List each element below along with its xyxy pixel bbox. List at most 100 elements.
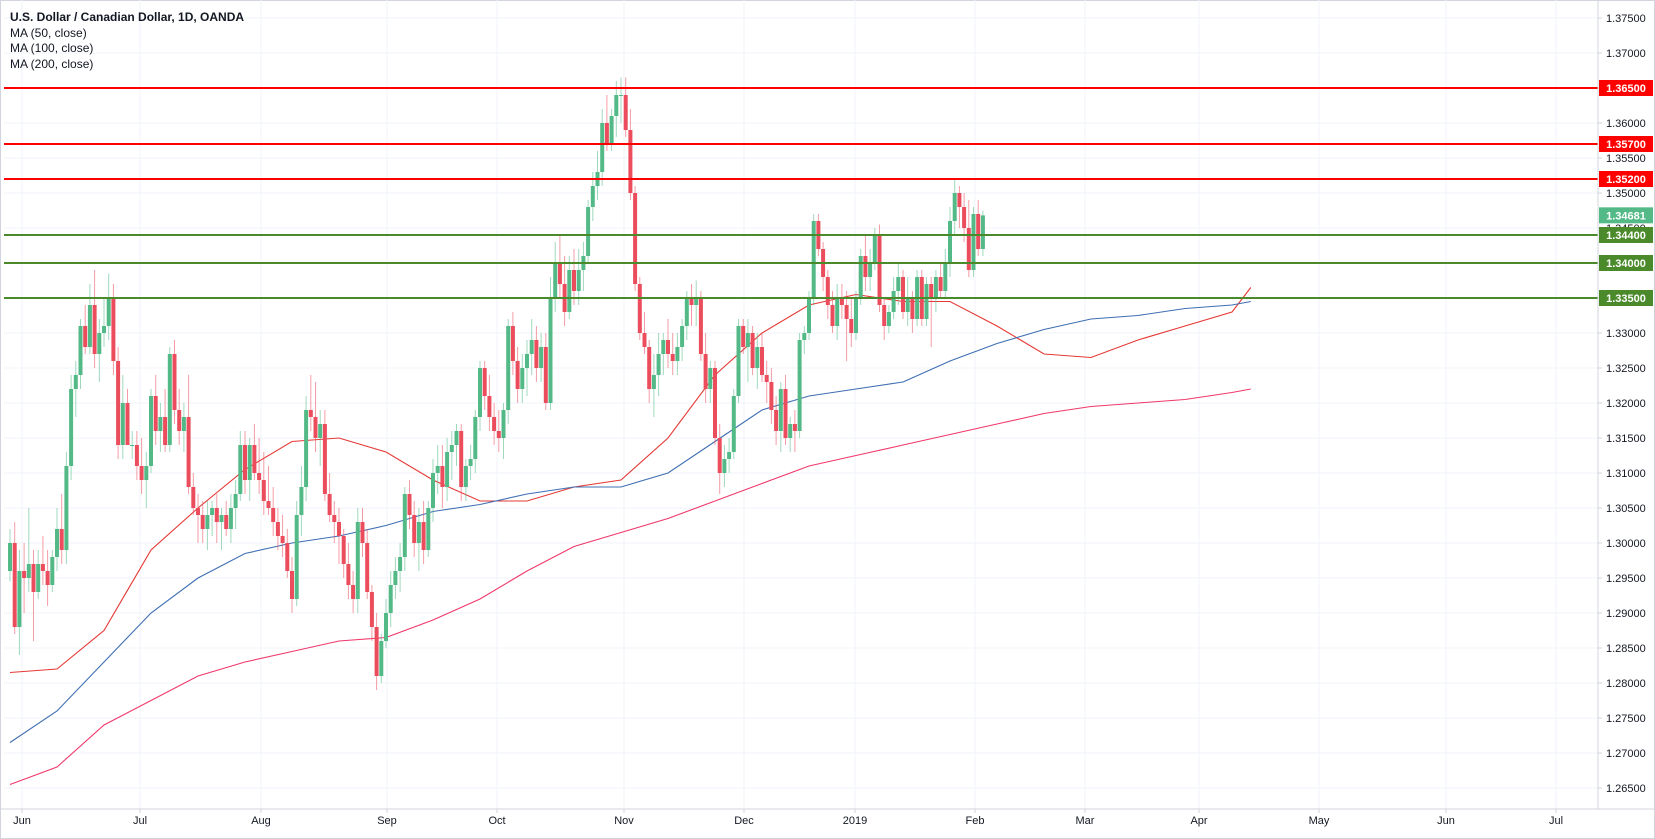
candle-body	[412, 515, 417, 543]
symbol-title[interactable]: U.S. Dollar / Canadian Dollar, 1D, OANDA	[10, 10, 245, 24]
candle-up	[50, 550, 55, 592]
candle-up	[614, 81, 619, 137]
candle-body	[745, 333, 750, 347]
candle-body	[172, 354, 177, 410]
candle-down	[177, 389, 182, 445]
candle-body	[247, 445, 252, 480]
candle-body	[651, 375, 656, 389]
candle-body	[929, 284, 934, 298]
candle-up	[26, 508, 31, 592]
candle-body	[233, 494, 238, 508]
candle-down	[111, 284, 116, 375]
candle-body	[102, 326, 106, 333]
candle-up	[73, 361, 78, 417]
candle-up	[393, 557, 398, 599]
candle-body	[384, 613, 388, 641]
candle-body	[130, 445, 135, 446]
candle-body	[167, 354, 172, 445]
candle-up	[210, 501, 215, 536]
candle-body	[69, 389, 74, 466]
ma200-line	[9, 388, 1251, 786]
ma100-legend[interactable]: MA (100, close)	[10, 41, 94, 55]
candle-up	[755, 333, 760, 389]
candle-down	[572, 249, 576, 305]
candle-body	[868, 263, 873, 277]
candle-body	[722, 459, 727, 473]
y-tick-label: 1.27000	[1606, 748, 1646, 760]
candle-down	[901, 270, 905, 319]
candle-up	[167, 347, 172, 452]
y-tick-label: 1.32000	[1606, 398, 1646, 410]
candle-body	[238, 445, 243, 494]
candle-down	[957, 186, 962, 228]
candle-down	[271, 487, 276, 536]
candle-down	[313, 382, 318, 452]
candle-body	[520, 368, 525, 389]
candle-up	[680, 319, 685, 361]
candle-up	[17, 550, 22, 655]
candle-body	[938, 277, 943, 291]
candle-up	[553, 242, 558, 312]
candle-body	[741, 326, 746, 347]
candle-body	[139, 466, 144, 480]
candle-up	[233, 480, 238, 529]
candle-body	[656, 354, 661, 375]
candle-body	[379, 641, 384, 676]
candle-down	[510, 312, 515, 375]
candle-down	[407, 480, 412, 529]
candle-body	[158, 417, 163, 431]
candle-down	[750, 326, 755, 375]
candle-up	[619, 77, 623, 123]
candle-body	[280, 536, 285, 543]
candle-down	[666, 319, 670, 368]
candle-up	[933, 270, 938, 312]
x-tick-label: Mar	[1076, 815, 1095, 827]
candle-down	[40, 536, 45, 585]
candle-body	[778, 389, 783, 431]
candle-up	[661, 333, 666, 375]
candle-body	[539, 347, 544, 368]
candle-body	[87, 305, 92, 347]
candle-down	[496, 410, 501, 452]
candle-down	[285, 529, 290, 578]
candle-body	[807, 298, 811, 333]
candle-down	[214, 494, 219, 543]
candle-body	[576, 270, 581, 291]
x-tick-label: Jun	[13, 815, 31, 827]
candle-body	[478, 368, 482, 417]
candle-body	[341, 536, 346, 564]
candle-up	[158, 403, 163, 452]
candle-down	[365, 529, 370, 599]
x-tick-label: Aug	[251, 815, 271, 827]
candle-down	[703, 333, 708, 403]
candle-body	[26, 564, 31, 578]
candle-down	[844, 291, 849, 361]
candle-body	[252, 445, 257, 473]
candle-down	[633, 186, 638, 291]
ma50-legend[interactable]: MA (50, close)	[10, 25, 87, 40]
candle-body	[905, 298, 910, 312]
candle-up	[416, 508, 421, 571]
candle-up	[398, 543, 403, 592]
ma200-legend[interactable]: MA (200, close)	[10, 56, 94, 71]
candle-body	[106, 298, 111, 326]
candle-down	[280, 515, 285, 557]
candle-up	[736, 319, 741, 403]
candle-body	[327, 494, 332, 515]
candle-body	[55, 529, 59, 557]
candle-down	[261, 452, 266, 515]
candle-body	[708, 368, 713, 389]
support-tag-label: 1.34400	[1606, 230, 1646, 242]
candle-body	[332, 515, 337, 522]
time-axis[interactable]: Jun Jul Aug Sep Oct Nov Dec 2019 Feb Mar Apr May Jun…	[13, 809, 1563, 827]
candle-body	[980, 215, 985, 249]
x-tick-label: Apr	[1190, 815, 1207, 827]
candle-body	[22, 571, 27, 578]
x-tick-label: May	[1309, 815, 1330, 827]
chart-legend: U.S. Dollar / Canadian Dollar, 1D, OANDA…	[10, 10, 244, 72]
candle-down	[966, 200, 971, 277]
candle-up	[205, 501, 210, 550]
candle-up	[943, 249, 948, 298]
